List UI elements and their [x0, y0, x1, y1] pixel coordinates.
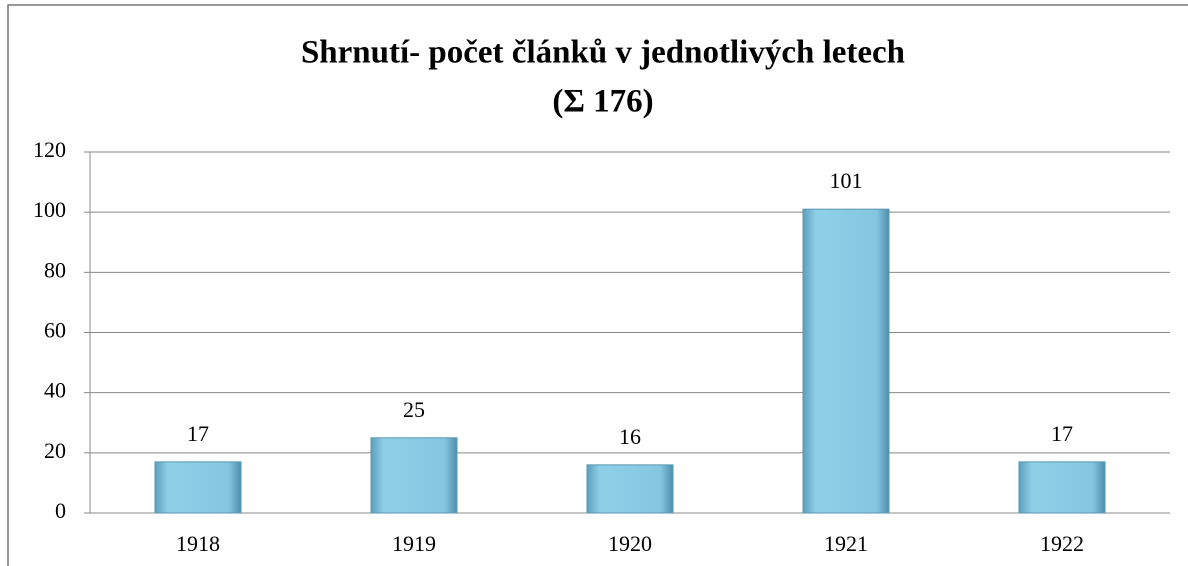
y-tick-label: 100 [33, 197, 66, 222]
x-tick-label: 1919 [392, 531, 436, 556]
chart-subtitle: (Σ 176) [552, 84, 653, 120]
x-tick-label: 1921 [824, 531, 868, 556]
x-tick-label: 1918 [176, 531, 220, 556]
bar [154, 461, 242, 514]
y-tick-label: 20 [44, 438, 66, 463]
data-label: 25 [403, 397, 425, 422]
chart-title: Shrnutí- počet článků v jednotlivých let… [301, 35, 905, 71]
bar [1018, 461, 1106, 514]
y-tick-label: 40 [44, 378, 66, 403]
data-label: 17 [1051, 421, 1073, 446]
bar [586, 464, 674, 514]
chart-frame [7, 4, 1188, 566]
y-tick-label: 0 [55, 498, 66, 523]
data-label: 17 [187, 421, 209, 446]
x-tick-label: 1922 [1040, 531, 1084, 556]
y-tick-label: 60 [44, 318, 66, 343]
y-tick-label: 120 [33, 137, 66, 162]
bar [370, 437, 458, 514]
y-tick-label: 80 [44, 257, 66, 282]
bar [802, 208, 890, 514]
data-label: 16 [619, 424, 641, 449]
x-tick-label: 1920 [608, 531, 652, 556]
data-label: 101 [830, 168, 863, 193]
